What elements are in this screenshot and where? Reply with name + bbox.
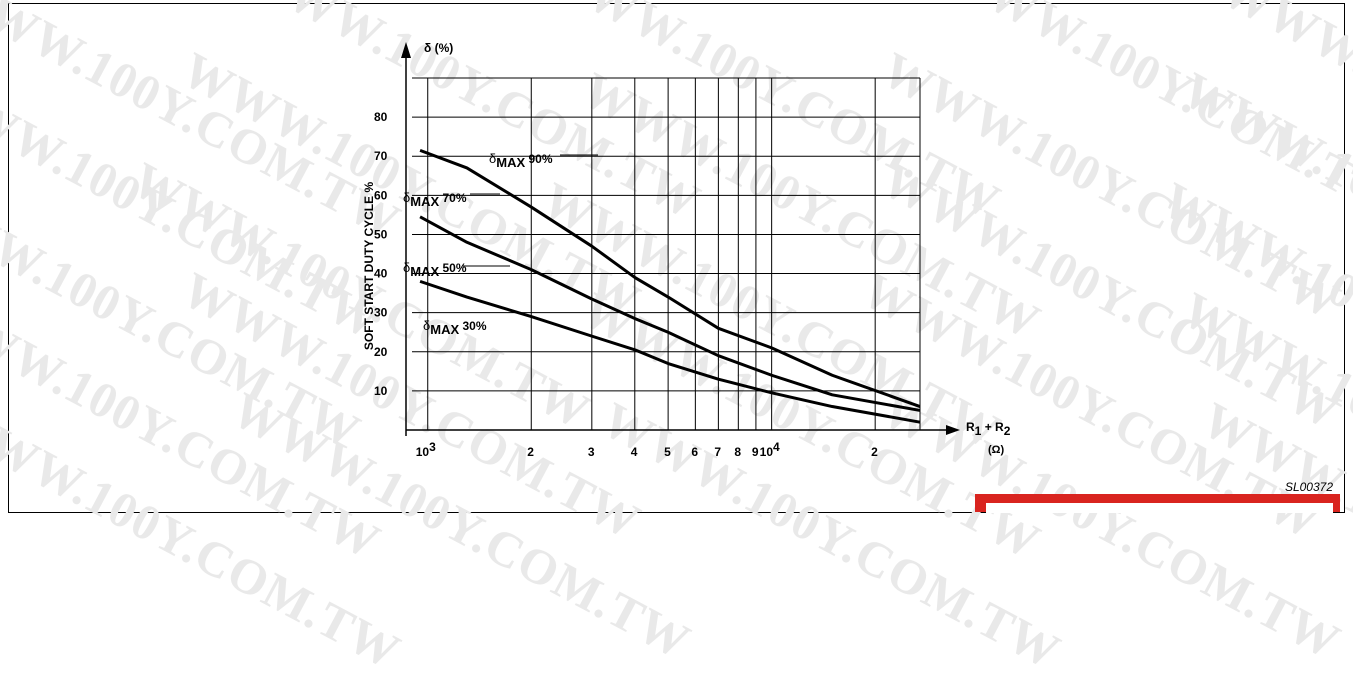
x-tick-label: 7 <box>714 445 721 459</box>
x-tick-label: 103 <box>416 440 436 459</box>
y-tick-label: 60 <box>374 188 388 202</box>
x-tick-label: 3 <box>588 445 595 459</box>
x-tick-label: 8 <box>734 445 741 459</box>
y-tick-label: 80 <box>374 110 388 124</box>
x-tick-label: 9 <box>752 445 759 459</box>
y-tick-label: 10 <box>374 384 388 398</box>
x-tick-label: 2 <box>527 445 534 459</box>
x-tick-label: 2 <box>871 445 878 459</box>
chart: 10 20 30 40 50 60 70 80 103 2 3 4 5 6 7 8 9 104 2 δ (%) SOFT… <box>362 41 1011 459</box>
series-label-1: δMAX 90% <box>489 151 553 170</box>
y-tick-label: 50 <box>374 227 388 241</box>
series-label-3: δMAX 50% <box>403 260 467 279</box>
x-tick-label: 5 <box>664 445 671 459</box>
y-axis-arrow <box>401 42 411 58</box>
red-banner <box>975 494 1340 513</box>
x-tick-label: 6 <box>691 445 698 459</box>
x-tick-label: 4 <box>631 445 638 459</box>
y-axis-title: SOFT START DUTY CYCLE % <box>362 182 376 351</box>
x-axis-arrow <box>946 425 960 435</box>
y-unit-label: δ (%) <box>424 41 453 55</box>
y-tick-label: 20 <box>374 345 388 359</box>
series-label-4: δMAX 30% <box>423 318 487 337</box>
series-label-2: δMAX 70% <box>403 190 467 209</box>
series-line-2 <box>419 215 921 412</box>
figure-id: SL00372 <box>1284 480 1333 494</box>
x-axis-unit: (Ω) <box>988 444 1004 456</box>
x-axis-title: R1 + R2 <box>966 420 1011 438</box>
y-tick-label: 70 <box>374 149 388 163</box>
series-line-3 <box>419 279 921 424</box>
y-tick-label: 30 <box>374 306 388 320</box>
series-line-1 <box>419 148 921 408</box>
y-tick-label: 40 <box>374 267 388 281</box>
x-tick-label: 104 <box>760 440 780 459</box>
